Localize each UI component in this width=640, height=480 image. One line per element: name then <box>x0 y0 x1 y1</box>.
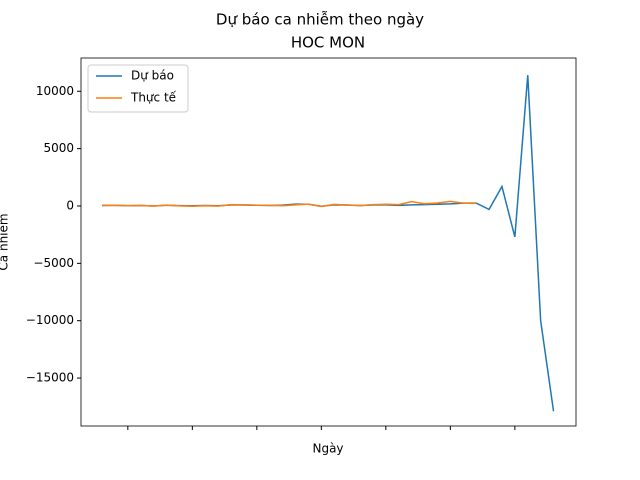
x-axis-label: Ngày <box>312 442 343 456</box>
y-tick-label: 10000 <box>36 84 74 98</box>
plot-frame <box>80 57 577 427</box>
legend-label: Thực tế <box>130 91 177 105</box>
chart-subtitle: HOC MON <box>291 34 365 52</box>
y-axis-label: Ca nhiễm <box>0 213 11 270</box>
y-tick-label: −5000 <box>33 256 74 270</box>
y-tick-label: 5000 <box>43 141 74 155</box>
y-tick-label: 0 <box>66 198 74 212</box>
y-tick-label: −15000 <box>26 371 74 385</box>
chart-title: Dự báo ca nhiễm theo ngày <box>216 11 424 29</box>
y-tick-label: −10000 <box>26 313 74 327</box>
legend-label: Dự báo <box>131 69 174 83</box>
series-line <box>102 200 477 208</box>
